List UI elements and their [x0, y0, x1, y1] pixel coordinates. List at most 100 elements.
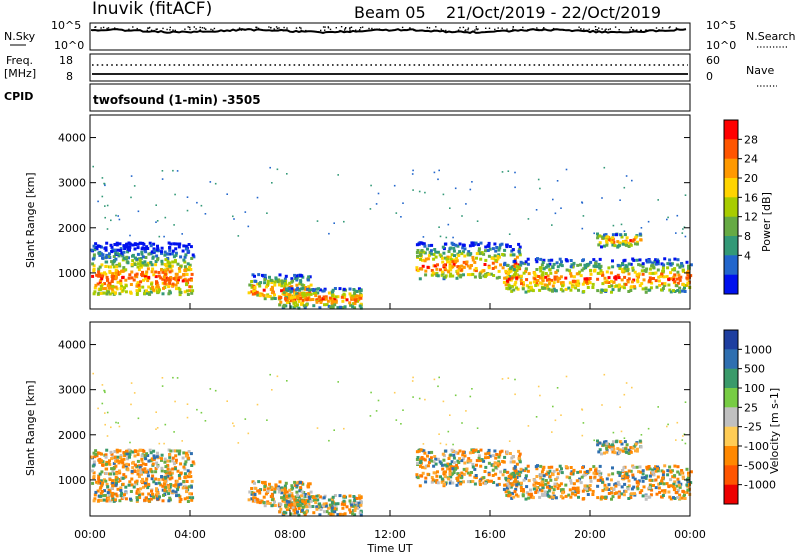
velocity-echo [452, 443, 454, 446]
velocity-echo [648, 486, 651, 490]
power-echo [306, 287, 310, 291]
velocity-echo [357, 494, 361, 498]
velocity-echo [102, 494, 106, 498]
power-echo [534, 284, 538, 287]
velocity-echo [110, 494, 114, 498]
power-echo [640, 227, 643, 229]
velocity-echo [488, 454, 492, 458]
velocity-echo [302, 511, 306, 515]
power-echo [168, 246, 172, 250]
power-data [90, 165, 693, 310]
power-echo [154, 260, 158, 263]
velocity-echo [438, 460, 442, 464]
power-echo [359, 289, 363, 293]
velocity-echo [124, 497, 128, 501]
power-echo [341, 306, 345, 310]
velocity-echo [585, 487, 589, 491]
power-echo [512, 268, 516, 271]
velocity-echo [647, 495, 651, 499]
nsearch-point [350, 26, 353, 28]
power-echo [548, 262, 552, 266]
power-echo [487, 244, 491, 248]
velocity-echo [276, 487, 280, 491]
velocity-echo [293, 480, 297, 484]
power-echo [524, 260, 528, 264]
power-echo [687, 264, 690, 268]
velocity-echo [551, 491, 555, 495]
velocity-echo [318, 506, 322, 510]
velocity-echo [135, 498, 139, 502]
nsearch-point [107, 27, 110, 29]
power-echo [423, 259, 427, 263]
velocity-echo [290, 494, 294, 498]
power-echo [686, 269, 690, 273]
velocity-echo [565, 375, 568, 378]
velocity-echo [152, 449, 156, 453]
velocity-echo [250, 497, 254, 501]
power-echo [620, 233, 623, 236]
power-echo [641, 265, 645, 269]
power-echo [270, 297, 274, 301]
velocity-echo [473, 467, 477, 471]
power-echo [666, 266, 670, 270]
velocity-echo [110, 457, 114, 461]
power-echo [518, 253, 522, 257]
power-echo [99, 291, 103, 295]
power-echo [108, 292, 112, 296]
nsearch-point [255, 26, 257, 28]
power-echo [442, 277, 446, 281]
velocity-echo [161, 477, 165, 481]
nsearch-point [512, 26, 514, 28]
power-echo [170, 269, 174, 273]
velocity-echo [636, 485, 639, 489]
velocity-echo [98, 480, 101, 484]
velocity-echo [534, 491, 538, 494]
power-echo [115, 214, 117, 217]
velocity-echo [450, 460, 454, 464]
power-echo [506, 275, 510, 279]
nsearch-point [282, 30, 284, 32]
power-echo [471, 258, 475, 262]
nsearch-point [373, 28, 376, 31]
nsearch-point [226, 29, 228, 32]
colorbar-swatch [724, 330, 738, 350]
velocity-echo [131, 450, 135, 454]
power-echo [579, 263, 582, 267]
velocity-echo [607, 445, 611, 449]
colorbar-tick-label: -500 [744, 459, 769, 472]
nsearch-point [248, 28, 250, 30]
power-echo [140, 265, 143, 269]
velocity-echo [527, 496, 531, 500]
velocity-echo [104, 479, 108, 483]
power-echo [496, 255, 500, 258]
power-echo [110, 250, 114, 254]
velocity-echo [100, 490, 104, 493]
colorbar-frame [723, 119, 739, 295]
power-echo [645, 260, 649, 264]
velocity-echo [512, 495, 516, 499]
velocity-echo [144, 484, 148, 488]
power-echo [278, 279, 282, 283]
power-echo [452, 258, 456, 262]
velocity-echo [421, 471, 425, 475]
power-echo [343, 220, 345, 223]
colorbar-tick-label: -100 [744, 440, 769, 453]
velocity-echo [142, 485, 145, 489]
power-echo [329, 305, 333, 309]
power-echo [107, 286, 111, 290]
velocity-echo [630, 492, 634, 496]
power-echo [524, 290, 528, 294]
velocity-echo [651, 468, 655, 472]
velocity-echo [160, 457, 163, 461]
power-echo [676, 263, 680, 267]
power-echo [128, 273, 132, 277]
power-echo [436, 250, 440, 254]
velocity-echo [284, 504, 288, 508]
power-echo [298, 282, 302, 286]
velocity-echo [581, 489, 585, 493]
velocity-echo [341, 513, 345, 517]
velocity-echo [146, 454, 150, 457]
power-echo [669, 290, 673, 294]
velocity-echo [556, 387, 559, 389]
nsearch-point [594, 26, 597, 28]
